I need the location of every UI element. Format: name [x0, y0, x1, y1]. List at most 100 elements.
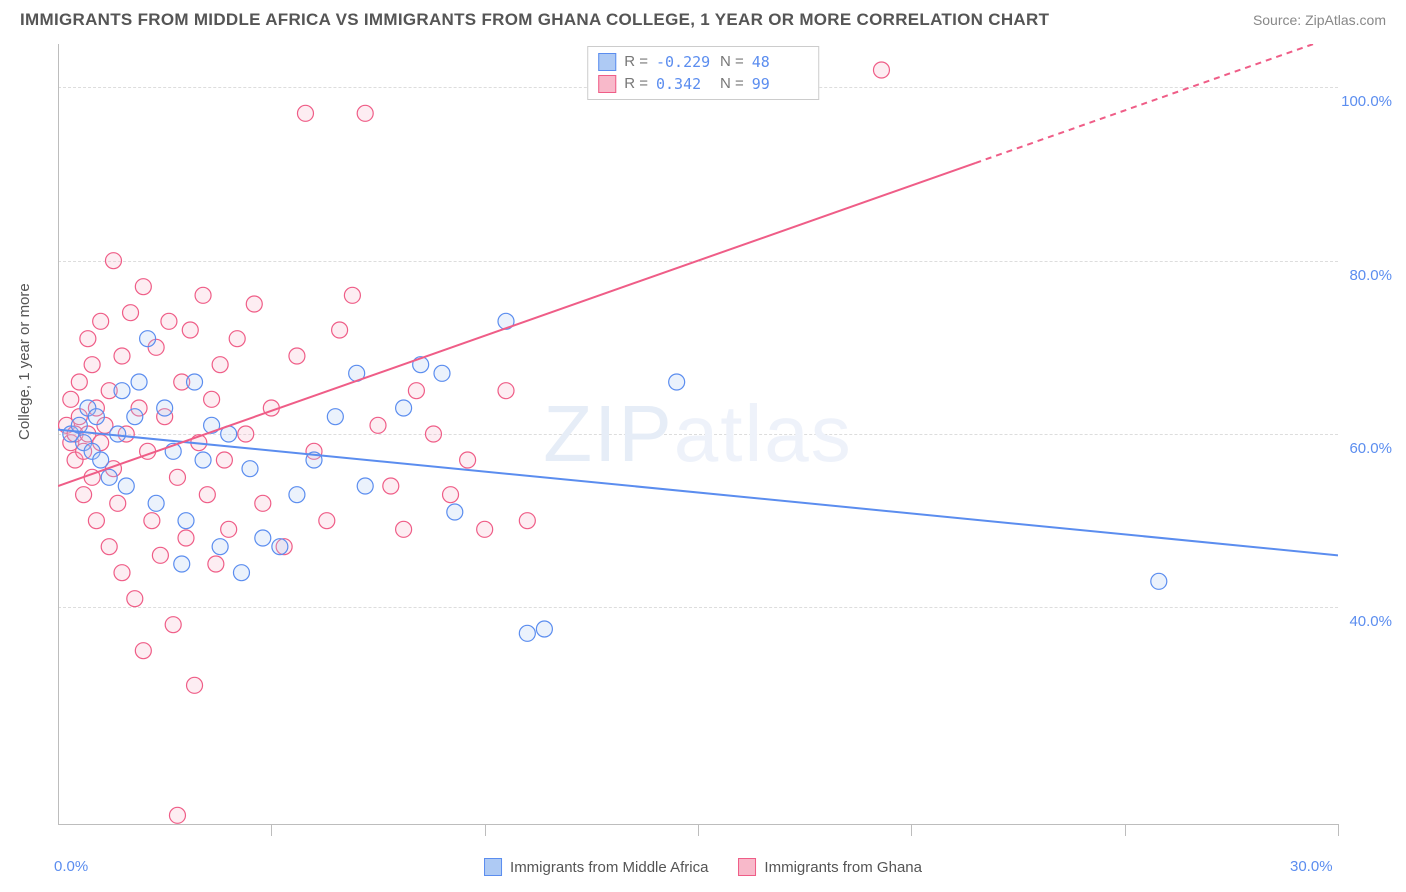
x-tick-mark	[911, 824, 912, 836]
scatter-point	[187, 374, 203, 390]
chart-title: IMMIGRANTS FROM MIDDLE AFRICA VS IMMIGRA…	[20, 10, 1049, 30]
r-prefix: R =	[624, 73, 648, 95]
scatter-point	[344, 287, 360, 303]
scatter-point	[110, 495, 126, 511]
scatter-point	[195, 287, 211, 303]
scatter-point	[208, 556, 224, 572]
scatter-point	[204, 391, 220, 407]
r-prefix: R =	[624, 51, 648, 73]
scatter-point	[169, 469, 185, 485]
scatter-point	[370, 417, 386, 433]
scatter-point	[144, 513, 160, 529]
scatter-point	[408, 383, 424, 399]
plot-area: ZIPatlas	[58, 44, 1338, 824]
scatter-point	[114, 383, 130, 399]
scatter-point	[238, 426, 254, 442]
n-prefix: N =	[720, 73, 744, 95]
scatter-point	[212, 539, 228, 555]
scatter-point	[80, 331, 96, 347]
scatter-point	[114, 565, 130, 581]
scatter-point	[477, 521, 493, 537]
scatter-point	[272, 539, 288, 555]
trend-line	[58, 430, 1338, 556]
scatter-point	[242, 461, 258, 477]
scatter-point	[187, 677, 203, 693]
scatter-point	[127, 591, 143, 607]
scatter-point	[327, 409, 343, 425]
x-tick-label: 0.0%	[54, 858, 88, 875]
scatter-point	[105, 253, 121, 269]
scatter-point	[246, 296, 262, 312]
scatter-point	[498, 383, 514, 399]
source-label: Source:	[1253, 12, 1305, 28]
scatter-point	[169, 807, 185, 823]
scatter-point	[519, 513, 535, 529]
legend-item-pink: Immigrants from Ghana	[738, 858, 922, 876]
scatter-point	[460, 452, 476, 468]
scatter-point	[76, 487, 92, 503]
scatter-point	[396, 400, 412, 416]
correlation-row-pink: R = 0.342 N = 99	[598, 73, 808, 95]
swatch-blue	[598, 53, 616, 71]
scatter-point	[174, 556, 190, 572]
scatter-point	[93, 452, 109, 468]
scatter-point	[123, 305, 139, 321]
y-tick-label: 80.0%	[1349, 267, 1392, 284]
scatter-point	[233, 565, 249, 581]
scatter-point	[157, 400, 173, 416]
n-prefix: N =	[720, 51, 744, 73]
scatter-point	[131, 374, 147, 390]
scatter-point	[319, 513, 335, 529]
series-legend: Immigrants from Middle Africa Immigrants…	[484, 858, 922, 876]
trend-line	[975, 44, 1338, 163]
scatter-point	[88, 409, 104, 425]
scatter-point	[383, 478, 399, 494]
source-attribution: Source: ZipAtlas.com	[1253, 12, 1386, 28]
scatter-point	[101, 539, 117, 555]
scatter-point	[434, 365, 450, 381]
scatter-point	[443, 487, 459, 503]
scatter-point	[161, 313, 177, 329]
scatter-point	[127, 409, 143, 425]
scatter-point	[536, 621, 552, 637]
scatter-point	[297, 105, 313, 121]
scatter-point	[84, 357, 100, 373]
scatter-point	[221, 521, 237, 537]
scatter-point	[255, 530, 271, 546]
scatter-point	[873, 62, 889, 78]
scatter-point	[63, 391, 79, 407]
legend-label-blue: Immigrants from Middle Africa	[510, 859, 708, 876]
y-tick-label: 100.0%	[1341, 93, 1392, 110]
scatter-point	[212, 357, 228, 373]
scatter-point	[195, 452, 211, 468]
y-axis-label: College, 1 year or more	[16, 283, 33, 440]
swatch-pink	[598, 75, 616, 93]
x-tick-label: 30.0%	[1290, 858, 1333, 875]
swatch-pink	[738, 858, 756, 876]
chart-header: IMMIGRANTS FROM MIDDLE AFRICA VS IMMIGRA…	[0, 0, 1406, 30]
scatter-point	[669, 374, 685, 390]
swatch-blue	[484, 858, 502, 876]
legend-item-blue: Immigrants from Middle Africa	[484, 858, 708, 876]
scatter-point	[425, 426, 441, 442]
scatter-point	[519, 625, 535, 641]
scatter-point	[140, 331, 156, 347]
scatter-point	[88, 513, 104, 529]
scatter-point	[199, 487, 215, 503]
scatter-point	[101, 469, 117, 485]
scatter-point	[332, 322, 348, 338]
source-name: ZipAtlas.com	[1305, 12, 1386, 28]
x-tick-mark	[485, 824, 486, 836]
scatter-point	[165, 617, 181, 633]
scatter-point	[135, 279, 151, 295]
x-tick-mark	[698, 824, 699, 836]
scatter-point	[178, 530, 194, 546]
n-value-pink: 99	[752, 73, 808, 95]
correlation-legend: R = -0.229 N = 48 R = 0.342 N = 99	[587, 46, 819, 100]
scatter-point	[1151, 573, 1167, 589]
x-tick-mark	[1338, 824, 1339, 836]
correlation-row-blue: R = -0.229 N = 48	[598, 51, 808, 73]
scatter-point	[447, 504, 463, 520]
r-value-pink: 0.342	[656, 73, 712, 95]
scatter-point	[93, 313, 109, 329]
